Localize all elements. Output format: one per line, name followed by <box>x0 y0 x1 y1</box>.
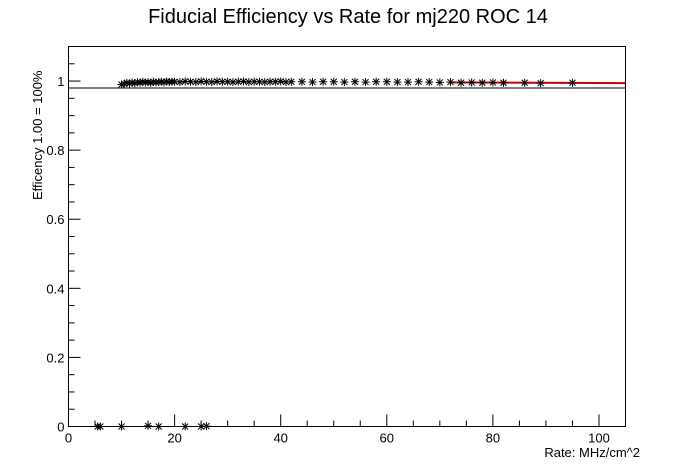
chart-title: Fiducial Efficiency vs Rate for mj220 RO… <box>148 6 548 28</box>
data-point <box>393 78 402 87</box>
data-points <box>93 77 577 431</box>
data-point <box>186 77 195 86</box>
x-tick-label: 40 <box>273 431 287 446</box>
data-point <box>446 78 455 87</box>
data-point <box>154 422 163 431</box>
x-tick-label: 0 <box>65 431 72 446</box>
data-point <box>414 77 423 86</box>
data-point <box>308 78 317 87</box>
data-point <box>382 77 391 86</box>
data-point <box>372 77 381 86</box>
data-point <box>96 422 105 431</box>
data-point <box>478 78 487 87</box>
data-point <box>520 78 529 87</box>
data-point <box>191 78 200 87</box>
data-point <box>425 78 434 87</box>
data-point <box>319 77 328 86</box>
data-point <box>181 422 190 431</box>
x-axis-ticks: 0 20 40 60 80 100 <box>65 414 626 446</box>
data-point <box>340 78 349 87</box>
data-point <box>350 77 359 86</box>
plot-frame <box>68 46 626 427</box>
data-point <box>297 77 306 86</box>
data-point <box>488 78 497 87</box>
data-point <box>404 78 413 87</box>
y-tick-label: 0.2 <box>46 350 64 365</box>
x-axis-label: Rate: MHz/cm^2 <box>544 445 640 460</box>
y-tick-label: 0.8 <box>46 143 64 158</box>
x-tick-label: 60 <box>380 431 394 446</box>
data-point <box>457 78 466 87</box>
data-point <box>435 78 444 87</box>
y-axis-label: Efficency 1.00 = 100% <box>30 70 45 201</box>
data-point <box>467 78 476 87</box>
data-point <box>499 78 508 87</box>
data-point <box>144 421 153 430</box>
y-axis-ticks: 0 0.2 0.4 0.6 0.8 1 <box>46 46 81 435</box>
y-tick-label: 0.6 <box>46 212 64 227</box>
data-point <box>329 77 338 86</box>
data-point <box>202 422 211 431</box>
data-point <box>287 77 296 86</box>
y-tick-label: 0.4 <box>46 281 64 296</box>
y-tick-label: 0 <box>57 420 64 435</box>
x-tick-label: 100 <box>588 431 610 446</box>
data-point <box>536 79 545 88</box>
x-tick-label: 80 <box>486 431 500 446</box>
data-point <box>361 78 370 87</box>
y-tick-label: 1 <box>57 74 64 89</box>
data-point <box>568 78 577 87</box>
x-tick-label: 20 <box>167 431 181 446</box>
data-point <box>117 422 126 431</box>
